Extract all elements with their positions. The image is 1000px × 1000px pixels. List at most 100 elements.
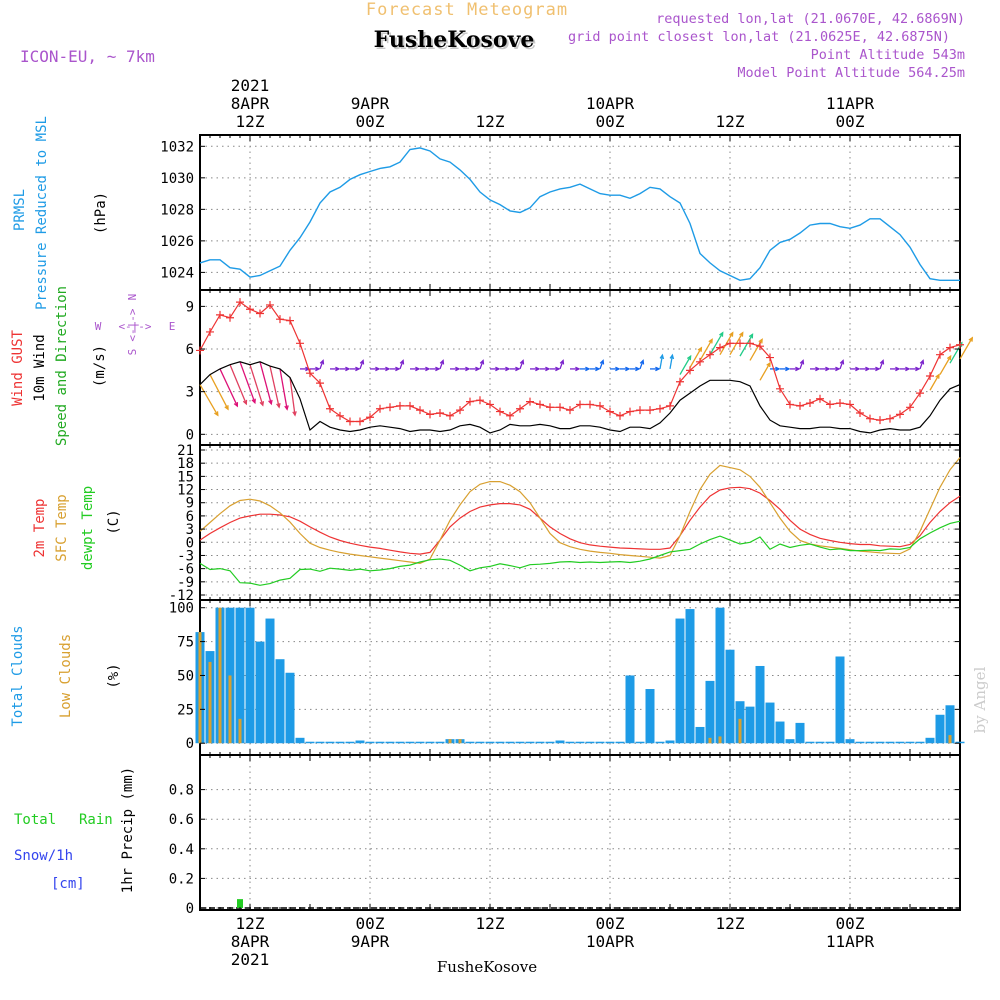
total-cloud-bar <box>665 740 675 744</box>
wind-gust-marker <box>626 407 634 416</box>
wind-gust-marker <box>576 400 584 409</box>
wind-gust-marker <box>636 406 644 415</box>
wind-direction-arrow <box>739 334 754 357</box>
wind-arrow-head <box>915 366 921 372</box>
wind-speed-dir-label: Speed and Direction <box>54 286 70 446</box>
total-cloud-bar <box>755 665 765 744</box>
wind-gust-marker <box>226 313 234 322</box>
station-title: FusheKosove <box>374 27 535 53</box>
y-tick-label: 0.6 <box>169 812 194 828</box>
wind-arrow-head <box>535 366 541 372</box>
total-cloud-bar <box>765 702 775 744</box>
low-cloud-bar <box>708 737 712 744</box>
wind-arrow-head <box>359 359 365 365</box>
wind-speed-line <box>199 361 961 434</box>
y-tick-label: 0 <box>186 901 194 917</box>
wind-gust-marker <box>456 406 464 415</box>
bottom-time-label: 12Z <box>476 914 505 933</box>
wind-gust-marker <box>206 327 214 336</box>
wind-arrow-head <box>495 366 501 372</box>
wind-arrow-head <box>599 359 605 365</box>
wind-gust-marker <box>196 346 204 355</box>
wind-arrow-head <box>385 366 391 372</box>
model-altitude: Model Point Altitude 564.25m <box>737 65 965 81</box>
wind-arrow-head <box>355 366 361 372</box>
y-tick-label: 1028 <box>160 202 194 218</box>
bottom-time-label: 12Z <box>716 914 745 933</box>
wind-direction-arrow <box>709 332 724 356</box>
bottom-time-label: 12Z <box>236 914 265 933</box>
total-cloud-bar <box>385 741 395 744</box>
pressure-msl-label: Pressure Reduced to MSL <box>34 116 50 310</box>
wind-arrow-head <box>259 401 265 407</box>
wind-arrow-head <box>729 331 734 337</box>
wind-gust-marker <box>326 404 334 413</box>
wind-arrow-head <box>825 366 831 372</box>
total-cloud-bar <box>255 641 265 744</box>
wind-gust-marker <box>506 411 514 420</box>
top-time-label: 12Z <box>716 112 745 131</box>
total-cloud-bar <box>935 714 945 744</box>
wind-gust-marker <box>336 411 344 420</box>
wind-gust-marker <box>676 377 684 386</box>
y-tick-label: 18 <box>177 456 194 472</box>
total-cloud-bar <box>675 618 685 744</box>
low-cloud-bar <box>198 632 202 744</box>
total-cloud-bar <box>685 609 695 744</box>
wind-gust-marker <box>776 384 784 393</box>
cloud-unit: (%) <box>106 663 122 688</box>
wind-arrow-head <box>815 366 821 372</box>
wind-arrow-head <box>233 402 239 408</box>
wind-arrow-head <box>655 366 661 372</box>
prmsl-label: PRMSL <box>12 189 28 231</box>
wind-arrow-head <box>465 366 471 372</box>
wind-gust-marker <box>546 403 554 412</box>
wind-gust-marker <box>396 401 404 410</box>
wind-arrow-head <box>415 366 421 372</box>
wind-gust-label: Wind GUST <box>10 330 26 406</box>
total-cloud-bar <box>795 722 805 744</box>
wind-gust-marker <box>686 366 694 375</box>
wind-arrow-head <box>515 366 521 372</box>
credit: by Angel <box>971 666 989 733</box>
bottom-time-label: 00Z <box>836 914 865 933</box>
wind-direction-arrow <box>229 364 247 405</box>
wind-arrow-head <box>224 405 229 411</box>
wind-arrow-head <box>739 331 744 337</box>
y-tick-label: -6 <box>177 562 194 578</box>
wind-arrow-head <box>785 366 791 372</box>
wind-gust-marker <box>436 408 444 417</box>
wind-gust-marker <box>956 340 964 349</box>
wind-direction-arrow <box>249 364 264 406</box>
wind-gust-marker <box>766 353 774 362</box>
total-cloud-bar <box>425 741 435 744</box>
total-cloud-bar <box>785 739 795 744</box>
y-tick-label: 0 <box>186 736 194 752</box>
wind-arrow-head <box>686 354 692 361</box>
low-cloud-bar <box>458 739 462 744</box>
total-cloud-bar <box>515 741 525 744</box>
y-tick-label: 100 <box>169 601 194 617</box>
cloud-panel-frame <box>199 599 961 756</box>
total-cloud-bar <box>265 618 275 744</box>
total-cloud-bar <box>485 741 495 744</box>
total-cloud-bar <box>955 741 965 744</box>
y-tick-label: 75 <box>177 635 194 651</box>
wind-gust-marker <box>366 413 374 422</box>
low-cloud-bar <box>448 739 452 744</box>
wind-gust-marker <box>826 400 834 409</box>
wind-direction-arrow <box>269 365 280 408</box>
total-cloud-bar <box>285 672 295 744</box>
wind-arrow-head <box>697 346 703 352</box>
total-cloud-bar <box>555 740 565 744</box>
wind-arrow-head <box>395 366 401 372</box>
y-tick-label: 9 <box>186 496 194 512</box>
wind-gust-marker <box>496 407 504 416</box>
low-cloud-bar <box>228 675 232 744</box>
total-cloud-bar <box>945 705 955 744</box>
total-precip-label: Total <box>14 812 56 828</box>
total-cloud-bar <box>585 741 595 744</box>
total-cloud-bar <box>635 741 645 744</box>
snow-label: Snow/1h <box>14 848 73 864</box>
low-cloud-bar <box>208 661 212 744</box>
